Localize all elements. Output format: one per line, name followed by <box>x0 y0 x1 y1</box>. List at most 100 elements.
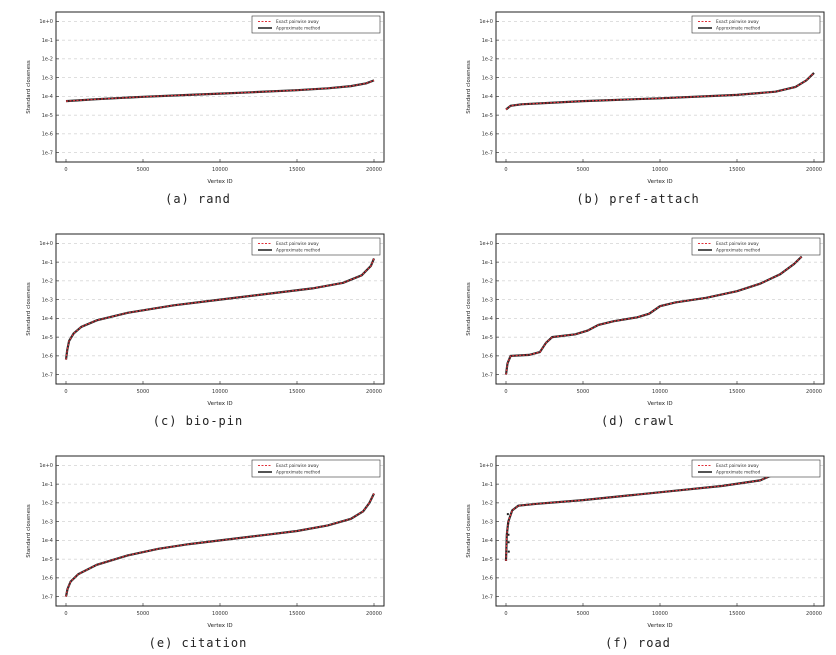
x-tick-label: 0 <box>504 167 507 173</box>
legend-label-exact: Exact pairwise away <box>276 19 319 24</box>
legend <box>691 237 821 256</box>
x-tick-label: 20000 <box>806 167 822 173</box>
x-tick-label: 15000 <box>729 389 745 395</box>
series-line-exact <box>505 72 815 110</box>
y-tick-label: 1e+0 <box>479 241 493 247</box>
x-tick-label: 5000 <box>137 389 150 395</box>
series-line-exact <box>65 258 375 360</box>
legend-label-approx: Approximate method <box>276 248 321 253</box>
y-tick-label: 1e-5 <box>42 113 53 119</box>
x-tick-label: 15000 <box>289 167 305 173</box>
panel-f: 1e-7 1e-6 1e-5 1e-4 1e-3 1e-2 1e-1 1e+0 0 5000 100… <box>448 448 828 653</box>
legend <box>691 459 821 478</box>
y-tick-label: 1e-7 <box>42 372 53 378</box>
plot-area <box>55 455 385 607</box>
y-tick-label: 1e-5 <box>482 113 493 119</box>
x-tick-label: 0 <box>64 167 67 173</box>
y-tick-label: 1e-7 <box>42 150 53 156</box>
y-tick-label: 1e-2 <box>482 57 493 63</box>
y-tick-label: 1e-6 <box>482 132 493 138</box>
x-axis-label: Vertex ID <box>207 401 232 407</box>
y-tick-label: 1e-7 <box>482 372 493 378</box>
y-axis-label: Standard closeness <box>466 282 472 336</box>
y-tick-label: 1e-6 <box>42 354 53 360</box>
y-tick-label: 1e-1 <box>482 260 493 266</box>
legend-label-approx: Approximate method <box>716 26 761 31</box>
x-tick-label: 5000 <box>137 611 150 617</box>
legend <box>251 237 381 256</box>
plot-area <box>495 233 825 385</box>
y-tick-label: 1e-3 <box>42 75 53 81</box>
x-tick-label: 20000 <box>806 611 822 617</box>
y-tick-label: 1e-6 <box>42 132 53 138</box>
series-line-exact <box>65 79 375 102</box>
y-tick-label: 1e-3 <box>482 297 493 303</box>
y-tick-label: 1e-2 <box>42 57 53 63</box>
y-tick-label: 1e-2 <box>42 501 53 507</box>
y-tick-label: 1e-3 <box>42 297 53 303</box>
x-tick-label: 5000 <box>137 167 150 173</box>
x-axis-label: Vertex ID <box>647 179 672 185</box>
chart-road: 1e-7 1e-6 1e-5 1e-4 1e-3 1e-2 1e-1 1e+0 0 5000 100… <box>466 455 825 629</box>
caption-b: (b) pref-attach <box>576 192 700 206</box>
panel-b: 1e-7 1e-6 1e-5 1e-4 1e-3 1e-2 1e-1 1e+0 0 5000 100… <box>448 4 828 209</box>
x-axis-label: Vertex ID <box>207 179 232 185</box>
outlier-point <box>507 550 510 553</box>
legend <box>691 15 821 34</box>
chart-citation: 1e-7 1e-6 1e-5 1e-4 1e-3 1e-2 1e-1 1e+0 0 5000 100… <box>26 455 385 629</box>
y-tick-label: 1e+0 <box>479 463 493 469</box>
legend-label-approx: Approximate method <box>276 470 321 475</box>
plot-area <box>55 11 385 163</box>
y-tick-label: 1e-6 <box>482 354 493 360</box>
y-axis-label: Standard closeness <box>466 60 472 114</box>
x-tick-label: 20000 <box>366 389 382 395</box>
legend-label-approx: Approximate method <box>276 26 321 31</box>
legend <box>251 15 381 34</box>
x-tick-label: 5000 <box>577 611 590 617</box>
y-tick-label: 1e-2 <box>482 501 493 507</box>
x-tick-label: 15000 <box>289 611 305 617</box>
x-tick-label: 20000 <box>806 389 822 395</box>
y-tick-label: 1e-7 <box>482 594 493 600</box>
x-tick-label: 0 <box>504 389 507 395</box>
x-tick-label: 20000 <box>366 167 382 173</box>
x-tick-label: 20000 <box>366 611 382 617</box>
y-tick-label: 1e+0 <box>479 19 493 25</box>
series-line-exact <box>505 473 776 562</box>
panel-e: 1e-7 1e-6 1e-5 1e-4 1e-3 1e-2 1e-1 1e+0 0 5000 100… <box>8 448 388 653</box>
y-tick-label: 1e-5 <box>482 557 493 563</box>
x-axis-label: Vertex ID <box>647 623 672 629</box>
legend <box>251 459 381 478</box>
panel-a: 1e-7 1e-6 1e-5 1e-4 1e-3 1e-2 1e-1 1e+0 0 5000 100… <box>8 4 388 209</box>
legend-label-exact: Exact pairwise away <box>716 463 759 468</box>
y-tick-label: 1e-2 <box>482 279 493 285</box>
legend-label-exact: Exact pairwise away <box>276 241 319 246</box>
y-tick-label: 1e-7 <box>42 594 53 600</box>
y-tick-label: 1e-6 <box>42 576 53 582</box>
series-line-exact <box>505 256 803 375</box>
outlier-point <box>507 522 510 525</box>
plot-area <box>55 233 385 385</box>
x-tick-label: 10000 <box>212 611 228 617</box>
y-tick-label: 1e+0 <box>39 19 53 25</box>
x-tick-label: 10000 <box>652 167 668 173</box>
y-axis-label: Standard closeness <box>26 282 32 336</box>
caption-f: (f) road <box>605 636 671 650</box>
x-tick-label: 5000 <box>577 167 590 173</box>
caption-c: (c) bio-pin <box>152 414 244 428</box>
x-axis-label: Vertex ID <box>207 623 232 629</box>
y-tick-label: 1e-4 <box>482 316 493 322</box>
y-tick-label: 1e-4 <box>42 538 53 544</box>
y-tick-label: 1e-1 <box>42 38 53 44</box>
x-tick-label: 10000 <box>212 167 228 173</box>
y-tick-label: 1e-1 <box>482 482 493 488</box>
y-axis-label: Standard closeness <box>466 504 472 558</box>
y-tick-label: 1e-3 <box>482 75 493 81</box>
x-tick-label: 0 <box>64 389 67 395</box>
chart-rand: 1e-7 1e-6 1e-5 1e-4 1e-3 1e-2 1e-1 1e+0 0 5000 100… <box>26 11 385 185</box>
panel-d: 1e-7 1e-6 1e-5 1e-4 1e-3 1e-2 1e-1 1e+0 0 5000 100… <box>448 226 828 431</box>
y-tick-label: 1e+0 <box>39 463 53 469</box>
series-line-exact <box>65 493 375 597</box>
chart-bio-pin: 1e-7 1e-6 1e-5 1e-4 1e-3 1e-2 1e-1 1e+0 0 5000 100… <box>26 233 385 407</box>
y-tick-label: 1e-1 <box>42 260 53 266</box>
